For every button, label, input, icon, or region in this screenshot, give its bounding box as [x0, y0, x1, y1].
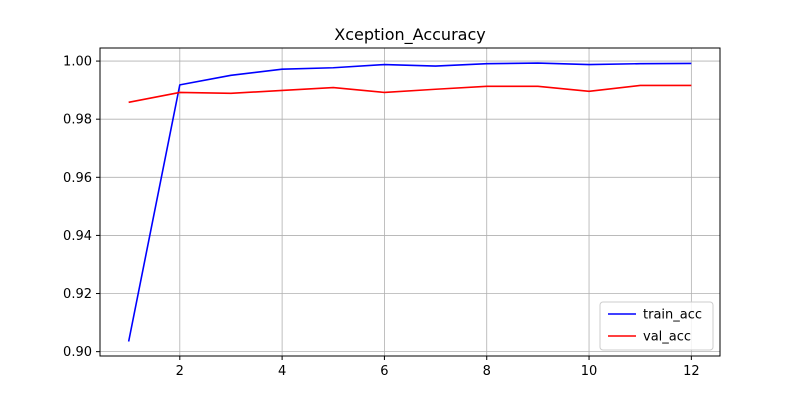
x-tick-label: 4 [278, 364, 286, 379]
x-tick-label: 6 [380, 364, 388, 379]
plot-frame [99, 47, 721, 357]
y-tick-label: 0.92 [63, 287, 92, 302]
series-lines [127, 62, 692, 342]
series-line-train-acc [127, 62, 692, 342]
x-tick-label: 2 [176, 364, 184, 379]
series-line-val-acc [128, 84, 692, 104]
y-tick-label: 0.96 [63, 171, 92, 186]
x-tick-label: 8 [483, 364, 491, 379]
axes: 2 4 6 8 10 12 0.90 0.92 0.94 0.96 0.98 1.00 [63, 47, 721, 379]
y-tick-label: 0.90 [63, 345, 92, 360]
x-tick-label: 10 [581, 364, 598, 379]
x-tick-label: 12 [683, 364, 700, 379]
legend: train_acc val_acc [599, 301, 714, 351]
y-tick-label: 1.00 [63, 55, 92, 70]
chart-title: Xception_Accuracy [334, 25, 485, 45]
legend-label-train-acc: train_acc [643, 308, 702, 323]
grid-lines [100, 48, 720, 356]
legend-label-val-acc: val_acc [643, 330, 691, 345]
y-tick-label: 0.94 [63, 229, 92, 244]
y-tick-label: 0.98 [63, 113, 92, 128]
